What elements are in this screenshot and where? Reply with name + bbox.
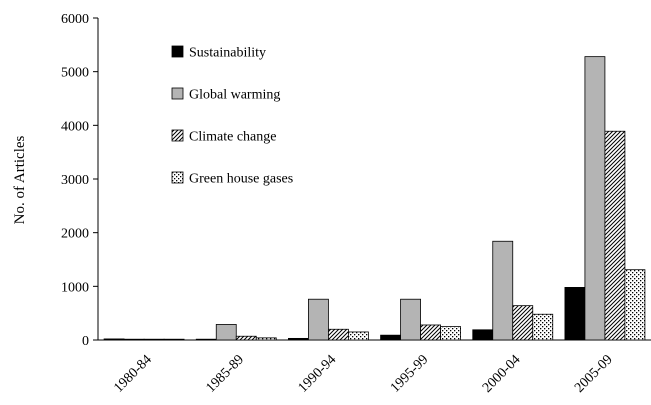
y-axis-title: No. of Articles	[12, 135, 28, 224]
bar-climate-change-2005-09	[604, 130, 626, 341]
legend-swatch-green-house-gases	[171, 171, 184, 184]
x-axis: 1980-84 1985-89 1990-94 1995-99 2000-04 2005-…	[98, 339, 651, 396]
bar-sustainability-1990-94	[288, 337, 309, 341]
y-axis: 0 1000 2000 3000 4000 5000 6000	[61, 12, 99, 349]
x-tick-label: 1980-84	[111, 352, 155, 396]
y-tick-label: 4000	[61, 119, 89, 134]
bar-global-warming-2000-04	[492, 240, 514, 341]
bar-sustainability-1995-99	[380, 334, 401, 341]
bar-sustainability-1980-84	[103, 338, 125, 341]
legend-swatch-global-warming	[171, 87, 184, 100]
bar-climate-change-1990-94	[328, 328, 349, 341]
bar-sustainability-2005-09	[564, 287, 586, 341]
bars	[103, 56, 646, 341]
bar-global-warming-2005-09	[584, 56, 606, 341]
bar-green-house-gases-1980-84	[163, 338, 185, 341]
bar-climate-change-1985-89	[235, 335, 257, 341]
bar-green-house-gases-2005-09	[624, 269, 646, 341]
bar-global-warming-1980-84	[123, 338, 145, 341]
y-tick-label: 5000	[61, 66, 89, 81]
bar-climate-change-1995-99	[420, 324, 441, 341]
bar-green-house-gases-1990-94	[348, 331, 369, 341]
bar-green-house-gases-1995-99	[440, 326, 461, 341]
y-tick-label: 3000	[61, 173, 89, 188]
x-tick-label: 1995-99	[388, 352, 432, 396]
y-tick-label: 2000	[61, 227, 89, 242]
legend-label: Sustainability	[189, 46, 266, 61]
legend-label: Green house gases	[189, 172, 293, 187]
y-tick-label: 0	[82, 334, 89, 349]
legend-swatch-sustainability	[171, 45, 184, 58]
bar-sustainability-1985-89	[195, 338, 217, 341]
x-tick-label: 1990-94	[296, 352, 340, 396]
legend-label: Climate change	[189, 130, 276, 145]
bar-climate-change-2000-04	[512, 305, 534, 341]
legend-swatch-climate-change	[171, 129, 184, 142]
y-tick-label: 1000	[61, 280, 89, 295]
x-tick-label: 1985-89	[203, 352, 247, 396]
bar-global-warming-1995-99	[400, 298, 421, 341]
bar-global-warming-1990-94	[308, 298, 329, 341]
bar-sustainability-2000-04	[472, 329, 494, 341]
bar-green-house-gases-2000-04	[532, 313, 554, 341]
x-tick-label: 2005-09	[572, 352, 616, 396]
bar-global-warming-1985-89	[215, 324, 237, 341]
legend-label: Global warming	[189, 88, 280, 103]
bar-green-house-gases-1985-89	[255, 337, 277, 341]
bar-climate-change-1980-84	[143, 338, 165, 341]
legend: Sustainability Global warming Climate chan…	[171, 45, 293, 187]
x-tick-label: 2000-04	[480, 352, 524, 396]
y-tick-label: 6000	[61, 12, 89, 27]
